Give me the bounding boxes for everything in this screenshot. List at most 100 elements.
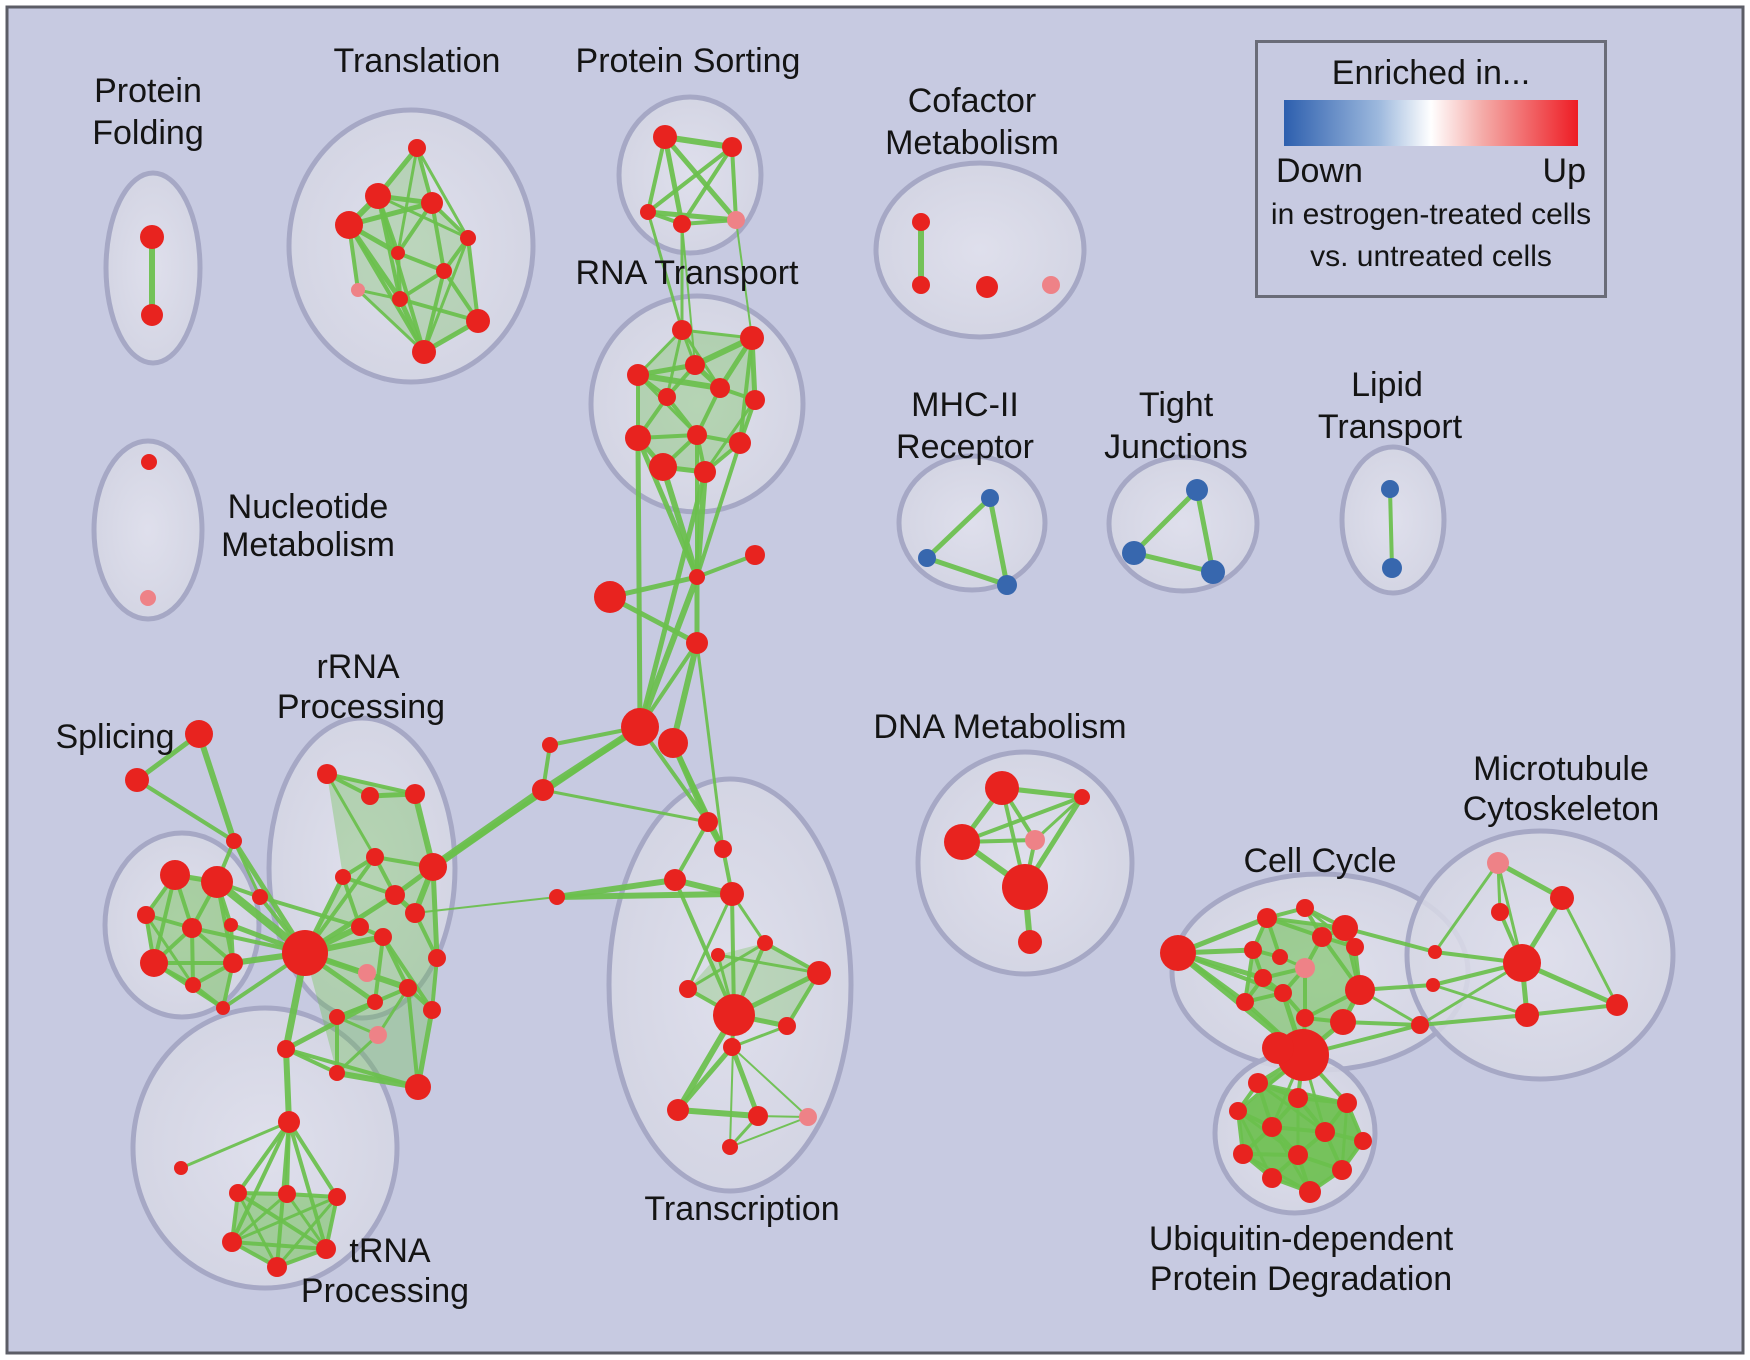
- gene-set-node-M6: [1606, 994, 1628, 1016]
- gene-set-node-RT4: [627, 364, 649, 386]
- network-edge: [376, 194, 470, 240]
- gene-set-node-TR7: [711, 948, 725, 962]
- network-edge: [346, 200, 435, 228]
- gene-set-node-MH3: [997, 575, 1017, 595]
- gene-set-node-D2: [1074, 789, 1090, 805]
- network-edge: [325, 772, 417, 796]
- legend-subline-2: vs. untreated cells: [1310, 240, 1552, 274]
- gene-set-node-RT1: [672, 320, 692, 340]
- gene-set-node-CC9: [1236, 993, 1254, 1011]
- network-edge: [681, 223, 696, 366]
- gene-set-node-S2: [201, 866, 233, 898]
- network-edge: [695, 641, 725, 851]
- network-edge: [695, 441, 742, 579]
- network-edge: [430, 864, 440, 961]
- network-edge: [196, 731, 237, 844]
- network-edge: [1194, 487, 1216, 575]
- gene-set-node-M3: [1491, 903, 1509, 921]
- gene-set-node-TR12: [723, 1038, 741, 1056]
- network-edge: [230, 1195, 339, 1244]
- network-edge: [673, 820, 710, 882]
- gene-set-node-R10: [374, 928, 392, 946]
- gene-set-node-TR2: [714, 840, 732, 858]
- gene-set-node-S5: [224, 918, 238, 932]
- gene-set-node-MH2: [918, 549, 936, 567]
- figure-frame: [5, 5, 1745, 1355]
- gene-set-node-R11: [428, 949, 446, 967]
- gene-set-node-RT9: [625, 425, 651, 451]
- gene-set-node-S6: [140, 949, 168, 977]
- gene-set-node-D4: [1025, 830, 1045, 850]
- network-edge: [660, 464, 700, 580]
- network-edge: [670, 640, 700, 746]
- gene-set-node-P2: [369, 1026, 387, 1044]
- network-edge: [695, 553, 757, 579]
- gene-set-node-S3: [137, 906, 155, 924]
- cluster-ellipse-lipid-transport: [1339, 444, 1447, 596]
- gene-set-node-RT11: [649, 453, 677, 481]
- network-edge: [1340, 1101, 1349, 1172]
- gene-set-node-RT12: [694, 461, 716, 483]
- cluster-ellipse-dna-metabolism: [915, 749, 1135, 977]
- gene-set-node-U12: [1299, 1181, 1321, 1203]
- network-edge: [1418, 1013, 1529, 1027]
- legend-box: Enriched in... Down Up in estrogen-treat…: [1255, 40, 1607, 298]
- network-edge: [635, 435, 643, 730]
- cluster-label-lipid-transport-line2: Transport: [1318, 408, 1463, 446]
- network-edge: [646, 135, 667, 214]
- gene-set-node-TR14: [748, 1106, 768, 1126]
- network-edge: [729, 1014, 735, 1148]
- gene-set-node-R23: [405, 1074, 431, 1100]
- network-edge: [1265, 916, 1347, 930]
- network-edge: [554, 891, 735, 900]
- network-edge: [703, 398, 757, 474]
- network-edge: [356, 288, 426, 354]
- gene-set-node-P1: [358, 964, 376, 982]
- gene-set-node-C3: [594, 581, 626, 613]
- gene-set-node-C4: [686, 632, 708, 654]
- gene-set-node-MH1: [981, 489, 999, 507]
- gene-set-node-TR10: [713, 994, 755, 1036]
- gene-set-node-CC4: [1312, 927, 1332, 947]
- gene-set-node-M1: [1487, 852, 1509, 874]
- gene-set-node-NM2: [140, 590, 156, 606]
- network-edge: [638, 725, 710, 824]
- network-edge: [541, 788, 710, 824]
- gene-set-node-CC10: [1332, 915, 1358, 941]
- gene-set-node-TR15: [799, 1108, 817, 1126]
- gene-set-node-CC12: [1345, 975, 1375, 1005]
- cluster-label-nucleotide-metabolism-line1: Nucleotide: [228, 488, 389, 526]
- cluster-ellipse-protein-sorting: [616, 94, 764, 256]
- cluster-label-trna-processing-line2: Processing: [301, 1272, 469, 1310]
- network-edge: [144, 913, 195, 987]
- gene-set-node-N6: [328, 1188, 346, 1206]
- gene-set-node-CC7: [1254, 969, 1272, 987]
- gene-set-node-R14: [423, 1001, 441, 1019]
- gene-set-node-TR13: [667, 1099, 689, 1121]
- gene-set-node-PF2: [141, 304, 163, 326]
- gene-set-node-CC13: [1330, 1009, 1356, 1035]
- network-edge: [662, 134, 739, 223]
- network-edge: [135, 778, 236, 843]
- gene-set-node-C1: [689, 569, 705, 585]
- gene-set-node-X3: [226, 833, 242, 849]
- cluster-label-rrna-processing-line1: rRNA: [316, 648, 399, 686]
- cluster-label-protein-sorting: Protein Sorting: [576, 42, 801, 80]
- network-edge: [735, 219, 753, 339]
- network-edge: [283, 1046, 292, 1125]
- network-edge: [1418, 961, 1524, 1027]
- gene-set-node-T9: [392, 291, 408, 307]
- gene-set-node-U2: [1288, 1088, 1308, 1108]
- cluster-label-protein-folding-line2: Folding: [92, 114, 204, 152]
- cluster-label-nucleotide-metabolism-line2: Metabolism: [221, 526, 395, 564]
- network-edge: [275, 1195, 339, 1269]
- network-edge: [1431, 983, 1529, 1017]
- gene-set-node-CC6: [1244, 941, 1262, 959]
- network-edge: [1033, 795, 1084, 842]
- network-edge: [1256, 1081, 1327, 1134]
- network-edge: [236, 1120, 291, 1195]
- gene-set-node-TJ3: [1201, 560, 1225, 584]
- gene-set-node-PF1: [140, 225, 164, 249]
- gene-set-node-T4: [335, 211, 363, 239]
